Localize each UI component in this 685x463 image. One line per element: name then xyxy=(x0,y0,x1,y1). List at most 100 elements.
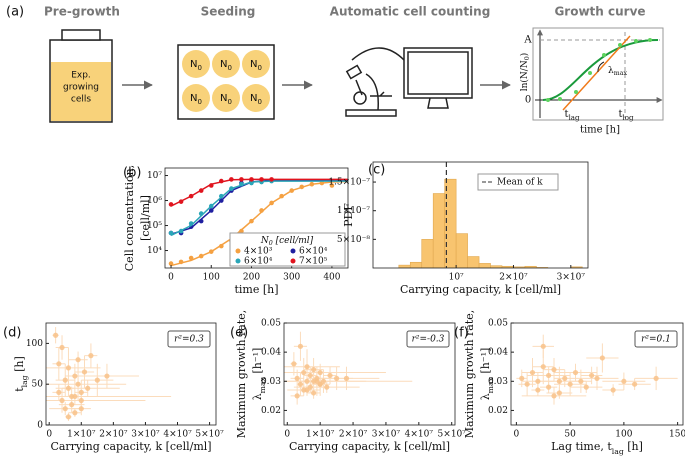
x-axis-label: Carrying capacity, k [cell/ml] xyxy=(400,283,561,296)
data-point xyxy=(310,390,317,396)
well-label-part: N xyxy=(190,93,197,104)
x-axis-label: time [h] xyxy=(234,283,278,296)
data-point xyxy=(198,253,204,259)
data-point xyxy=(219,193,224,199)
x-tick-label: 2×10⁷ xyxy=(499,273,528,283)
data-point xyxy=(310,378,317,384)
data-point xyxy=(65,414,72,420)
legend-title-part: N xyxy=(260,236,270,246)
data-point xyxy=(178,228,184,234)
data-point xyxy=(168,230,174,236)
inset-xlabel: time [h] xyxy=(580,125,620,136)
data-point xyxy=(69,402,75,408)
y-tick-label: 10⁵ xyxy=(147,221,162,231)
y-tick-label: 5×10⁻⁸ xyxy=(337,235,370,245)
y-axis-label: Maximum growth rate, xyxy=(235,310,248,439)
legend-label: 7×10⁵ xyxy=(299,257,328,267)
well-label: N0 xyxy=(220,59,232,72)
data-point xyxy=(301,369,307,376)
data-point xyxy=(529,369,536,376)
data-point xyxy=(279,193,284,199)
x-axis-label: Carrying capacity, k [cell/ml] xyxy=(289,440,450,453)
y-axis-label: tlag [h] xyxy=(13,356,29,392)
legend-box xyxy=(477,173,559,191)
inset-zero: 0 xyxy=(525,95,531,106)
data-point xyxy=(59,344,65,351)
y-axis-label: PDF xyxy=(342,203,355,227)
data-point xyxy=(259,177,264,182)
x-tick-label: 100 xyxy=(203,273,220,283)
data-point xyxy=(551,393,557,399)
data-point xyxy=(309,181,315,187)
x-tick-label: 200 xyxy=(243,273,260,283)
data-point xyxy=(81,369,88,375)
x-tick-label: 0 xyxy=(46,430,52,440)
y-axis-label-part: λ xyxy=(479,393,492,400)
well-label-part: N xyxy=(250,59,257,70)
data-point xyxy=(239,228,244,234)
data-point xyxy=(188,255,194,261)
hist-bar xyxy=(444,178,457,268)
plot-area xyxy=(516,334,678,405)
y-axis-label: λmax [h⁻¹] xyxy=(479,348,495,401)
inset-top: A xyxy=(523,35,532,46)
data-point xyxy=(546,384,552,390)
bottle-text: Exp. xyxy=(71,71,91,81)
legend-marker xyxy=(235,248,241,254)
legend-marker xyxy=(235,258,241,264)
microscope-computer xyxy=(345,47,473,117)
data-point xyxy=(178,199,184,204)
y-tick-label: 10⁶ xyxy=(147,196,162,206)
y-tick-label: 0.03 xyxy=(261,377,281,387)
well-label-part: N xyxy=(220,59,227,70)
data-point xyxy=(208,208,214,213)
step-title: Automatic cell counting xyxy=(330,5,491,19)
data-point xyxy=(317,381,323,387)
y-tick-label: 10⁴ xyxy=(147,246,162,256)
y-tick-label: 0.05 xyxy=(488,319,508,329)
data-point xyxy=(583,384,589,390)
data-point xyxy=(304,387,310,393)
y-axis-label-part: λ xyxy=(251,393,264,400)
well-label-part: 0 xyxy=(228,64,232,72)
y-tick-label: 0.02 xyxy=(488,406,508,416)
data-point xyxy=(524,381,530,387)
legend-marker xyxy=(290,258,296,264)
growth-curve-inset xyxy=(532,27,664,121)
data-point xyxy=(72,393,78,400)
data-point xyxy=(632,381,638,387)
panel: (d) 0 1×10⁷ 2×10⁷ 3×10⁷ 4×10⁷ 5×10⁷ 0 50 100 Carry… xyxy=(3,322,224,453)
data-point xyxy=(294,375,300,381)
data-point xyxy=(259,208,264,213)
legend-title: N0 [cell/ml] xyxy=(260,236,314,248)
data-point xyxy=(229,186,234,191)
data-point xyxy=(65,365,72,371)
legend-title-part: 0 xyxy=(269,240,273,247)
panel: (b) 0 100 200 300 400 10⁴ 10⁵ 10⁶ 10⁷ time [h] Cell… xyxy=(123,165,349,296)
y-tick-label: 50 xyxy=(32,380,44,390)
y-axis-label-part: max xyxy=(486,376,495,393)
data-point xyxy=(572,369,579,376)
inset-frame xyxy=(532,27,664,121)
data-point xyxy=(343,375,350,381)
well-label-part: N xyxy=(220,93,227,104)
inset-tlog-part: t xyxy=(619,109,623,120)
hist-bar xyxy=(432,193,445,268)
hist-bar xyxy=(409,261,423,268)
data-point xyxy=(610,387,616,393)
data-point xyxy=(621,378,627,384)
y-tick-label: 0.04 xyxy=(261,348,281,358)
x-tick-label: 150 xyxy=(669,430,685,440)
inset-slope-part: max xyxy=(614,70,628,77)
step-title: Seeding xyxy=(201,5,256,19)
y-tick-label: 0.02 xyxy=(261,406,281,416)
well xyxy=(182,50,210,78)
panel: (c) 10⁷ 2×10⁷ 3×10⁷ 5×10⁻⁸ 1×10⁻⁷ 1.5×10⁻⁷ Carr… xyxy=(328,161,589,296)
data-point xyxy=(540,343,546,349)
data-point xyxy=(291,361,297,367)
data-point xyxy=(317,369,323,376)
inset-ylabel: ln(N/N0) xyxy=(519,53,532,92)
data-point xyxy=(329,183,335,188)
data-point xyxy=(562,375,568,381)
well-label-part: N xyxy=(190,59,197,70)
